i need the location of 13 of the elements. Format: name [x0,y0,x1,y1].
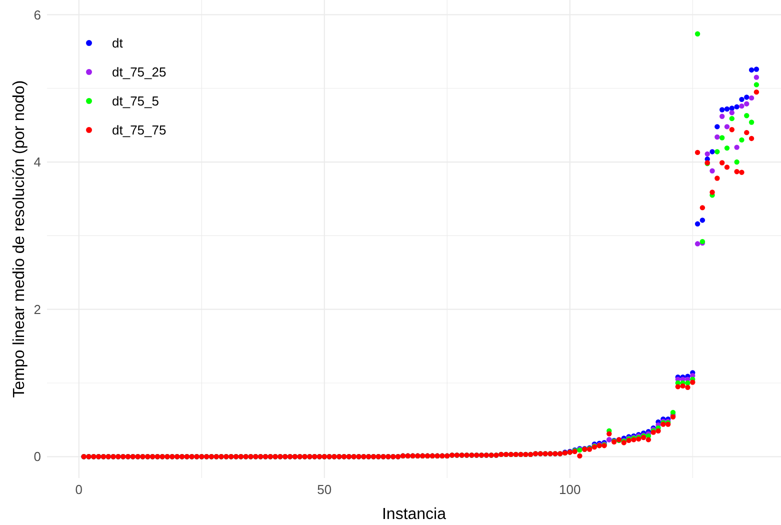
legend-label: dt_75_5 [112,94,159,109]
legend-label: dt [112,36,124,51]
legend-label: dt_75_75 [112,122,166,138]
y-tick-label: 6 [34,7,41,22]
x-tick-label: 50 [317,482,332,497]
x-tick-label: 100 [559,482,581,497]
y-tick-label: 4 [34,154,41,170]
y-tick-label: 0 [34,449,41,464]
y-axis-title: Tempo linear medio de resolución (por nodo) [11,80,28,398]
y-tick-label: 2 [34,302,41,317]
x-tick-label: 0 [75,482,83,497]
x-axis-title: Instancia [382,506,446,523]
legend-label: dt_75_25 [112,64,166,80]
